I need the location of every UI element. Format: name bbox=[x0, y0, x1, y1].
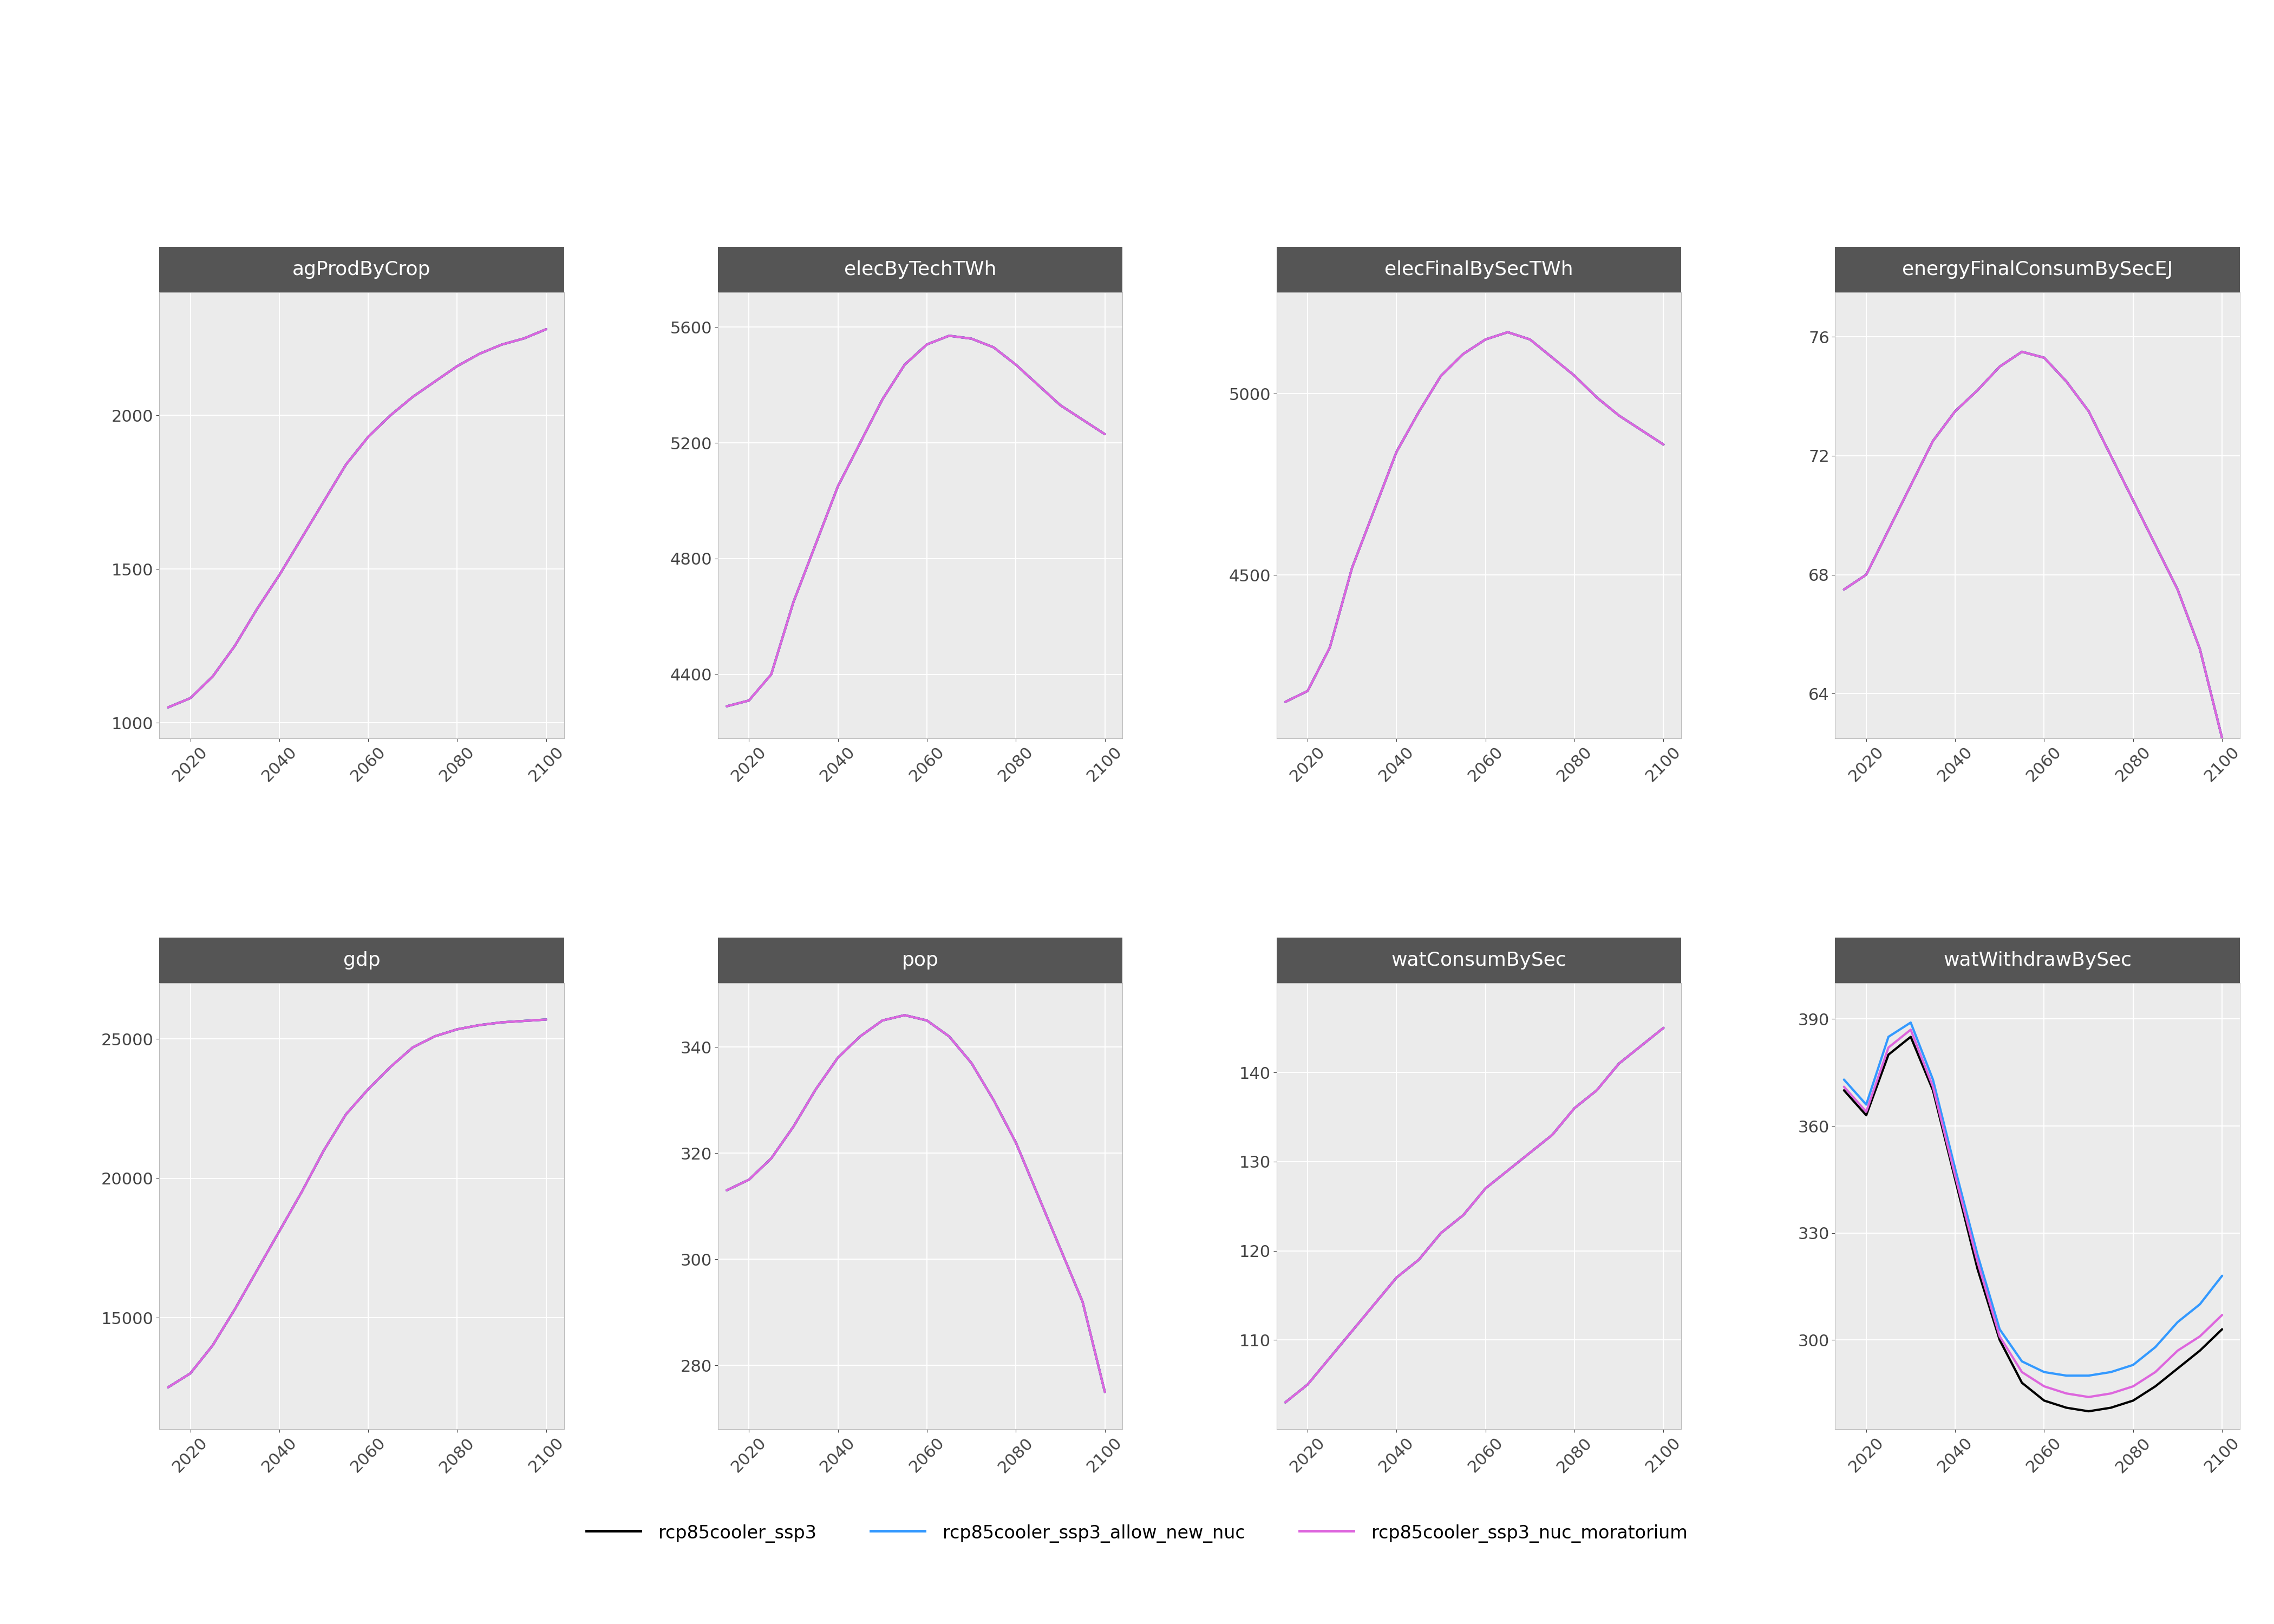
Text: watWithdrawBySec: watWithdrawBySec bbox=[1944, 952, 2131, 970]
Text: watConsumBySec: watConsumBySec bbox=[1392, 952, 1567, 970]
Legend: rcp85cooler_ssp3, rcp85cooler_ssp3_allow_new_nuc, rcp85cooler_ssp3_nuc_moratoriu: rcp85cooler_ssp3, rcp85cooler_ssp3_allow… bbox=[580, 1515, 1694, 1549]
Text: elecByTechTWh: elecByTechTWh bbox=[844, 260, 996, 279]
Text: gdp: gdp bbox=[343, 952, 380, 970]
Text: energyFinalConsumBySecEJ: energyFinalConsumBySecEJ bbox=[1901, 260, 2174, 279]
Text: pop: pop bbox=[903, 952, 939, 970]
Text: agProdByCrop: agProdByCrop bbox=[293, 260, 430, 279]
Text: elecFinalBySecTWh: elecFinalBySecTWh bbox=[1385, 260, 1574, 279]
